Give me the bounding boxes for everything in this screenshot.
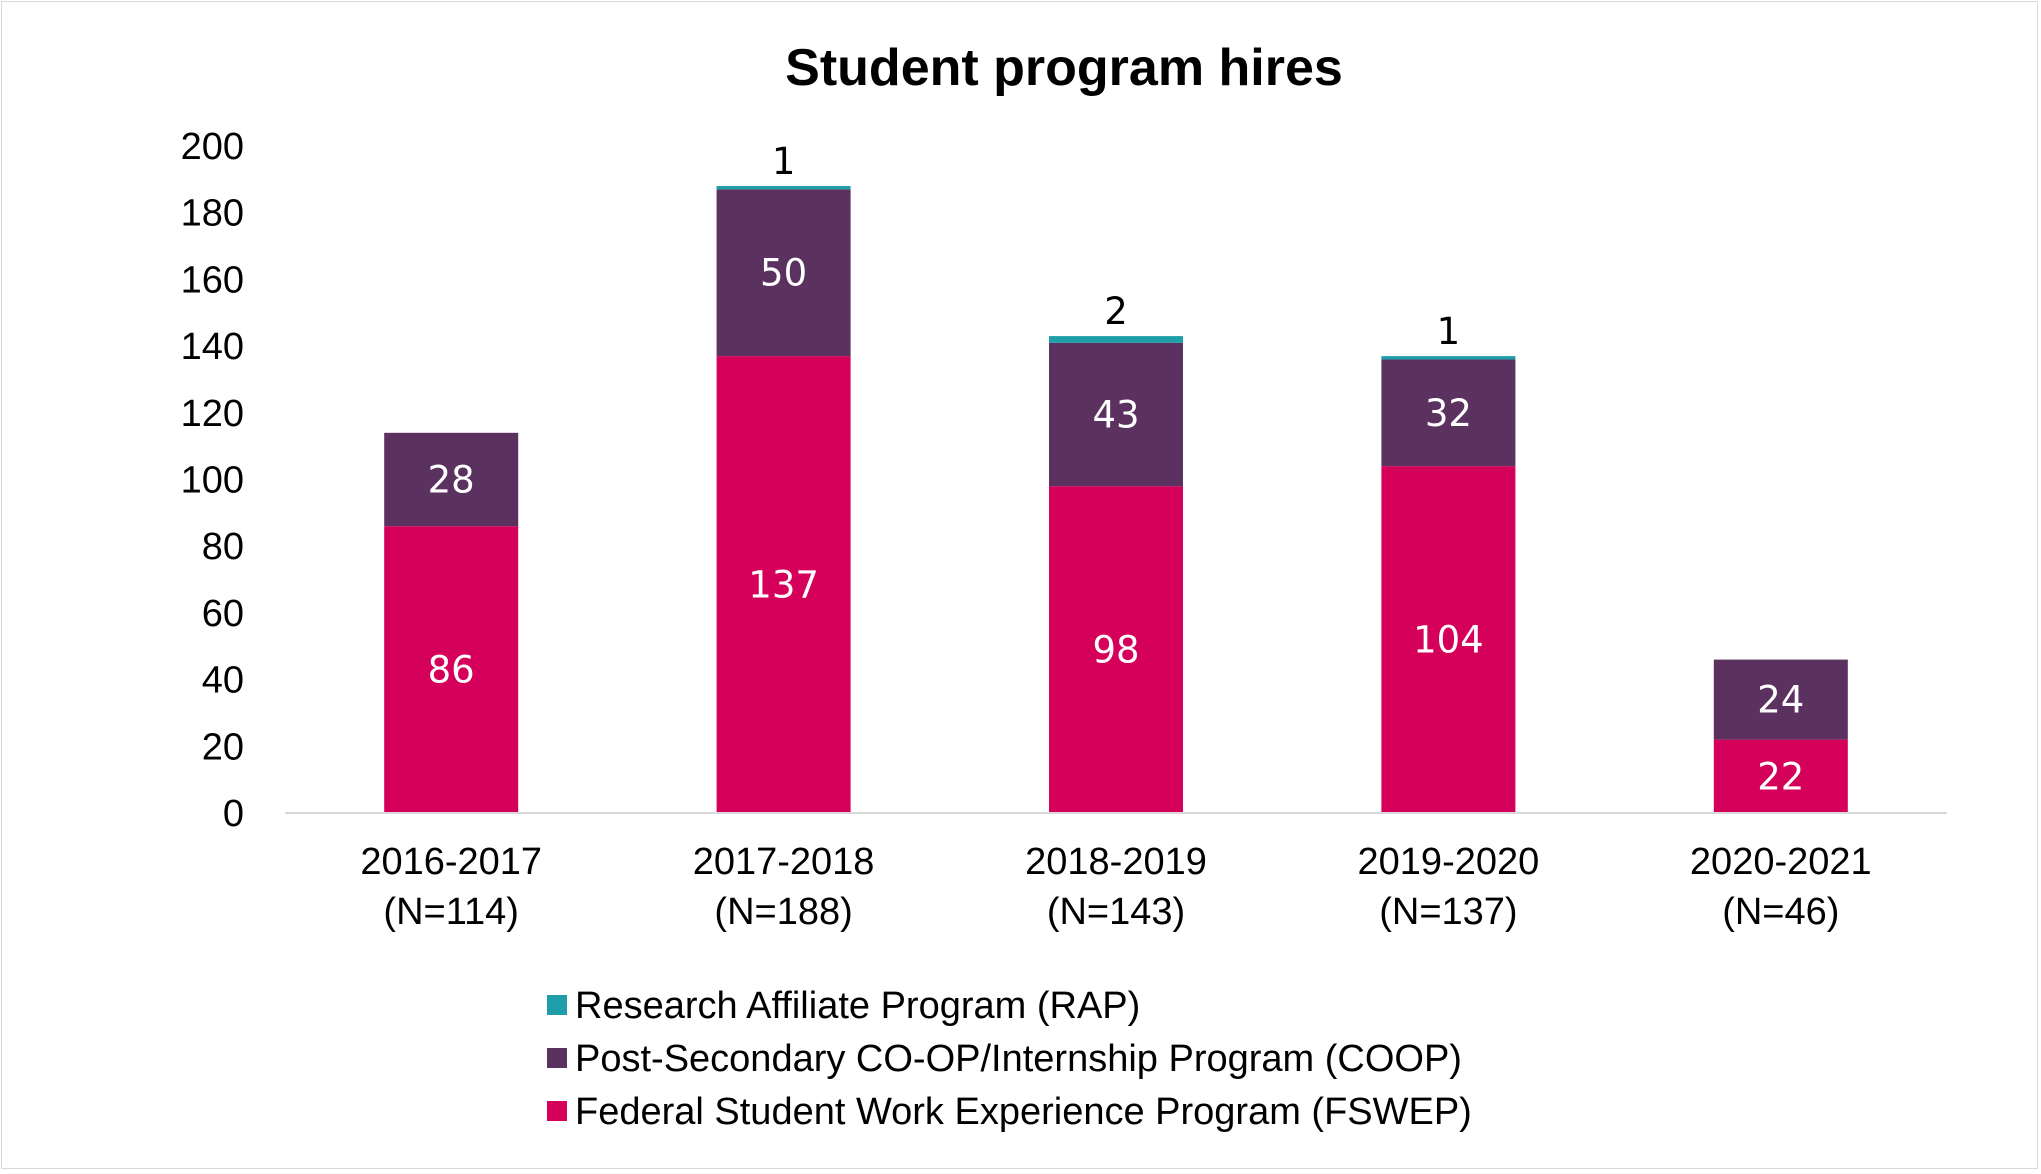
legend-label: Federal Student Work Experience Program … (575, 1091, 1472, 1133)
data-label: 24 (1757, 679, 1804, 722)
bars: 86 28 137 50 1 98 43 2 104 32 1 22 24 (384, 140, 1848, 813)
legend-swatch (547, 1101, 567, 1121)
legend-swatch (547, 995, 567, 1015)
bar-segment (716, 186, 851, 190)
x-tick-label-line: 2016-2017 (360, 841, 542, 883)
x-tick-label-line: (N=143) (1047, 891, 1185, 933)
y-tick-label: 140 (181, 326, 244, 368)
x-tick-label: 2016-2017 (N=114) (360, 841, 542, 933)
data-label: 43 (1092, 393, 1139, 436)
data-label: 137 (748, 564, 819, 607)
x-tick-label-line: (N=114) (383, 891, 519, 933)
x-tick-label-line: 2020-2021 (1690, 841, 1872, 883)
x-tick-label-line: 2017-2018 (693, 841, 875, 883)
y-tick-label: 160 (181, 259, 244, 301)
y-tick-label: 0 (223, 793, 244, 835)
bar-segment (1049, 486, 1183, 813)
x-tick-label-line: (N=188) (714, 891, 852, 933)
y-axis-ticks: 0 20 40 60 80 100 120 140 160 180 200 (181, 126, 244, 835)
x-tick-label: 2019-2020 (N=137) (1358, 841, 1540, 933)
bar-segment (1381, 466, 1516, 813)
data-label: 1 (1437, 310, 1461, 353)
x-tick-label-line: 2018-2019 (1025, 841, 1207, 883)
data-label: 50 (760, 252, 807, 295)
data-label: 32 (1425, 392, 1472, 435)
bar-segment (1713, 659, 1848, 740)
x-axis-labels: 2016-2017 (N=114) 2017-2018 (N=188) 2018-201… (360, 841, 1871, 933)
data-label: 104 (1413, 619, 1484, 662)
bar-segment (716, 189, 851, 357)
y-tick-label: 200 (181, 126, 244, 168)
data-label: 2 (1104, 290, 1128, 333)
y-tick-label: 100 (181, 460, 244, 502)
y-tick-label: 120 (181, 393, 244, 435)
data-label: 86 (428, 649, 475, 692)
bar-segment (716, 356, 851, 813)
x-tick-label: 2020-2021 (N=46) (1690, 841, 1872, 933)
x-tick-label-line: (N=137) (1379, 891, 1517, 933)
legend-label: Post-Secondary CO-OP/Internship Program … (575, 1038, 1462, 1080)
x-tick-label: 2017-2018 (N=188) (693, 841, 875, 933)
bar-segment (1049, 342, 1183, 487)
y-tick-label: 180 (181, 193, 244, 235)
legend-label: Research Affiliate Program (RAP) (575, 985, 1140, 1027)
x-tick-label-line: 2019-2020 (1358, 841, 1540, 883)
data-label: 28 (428, 459, 475, 502)
y-tick-label: 80 (202, 526, 244, 568)
x-tick-label-line: (N=46) (1722, 891, 1839, 933)
data-label: 1 (772, 140, 796, 183)
bar-segment (1049, 336, 1183, 343)
bar-segment (1381, 356, 1516, 360)
bar-segment (1381, 359, 1516, 467)
data-label: 22 (1757, 755, 1804, 798)
data-label: 98 (1092, 629, 1139, 672)
y-tick-label: 40 (202, 660, 244, 702)
bar-segment (1713, 739, 1848, 813)
x-tick-label: 2018-2019 (N=143) (1025, 841, 1207, 933)
y-tick-label: 60 (202, 593, 244, 635)
chart-title: Student program hires (785, 39, 1343, 97)
bar-segment (384, 526, 519, 813)
legend-swatch (547, 1048, 567, 1068)
legend: Research Affiliate Program (RAP) Post-Sec… (547, 985, 1472, 1133)
y-tick-label: 20 (202, 726, 244, 768)
bar-segment (384, 432, 519, 527)
